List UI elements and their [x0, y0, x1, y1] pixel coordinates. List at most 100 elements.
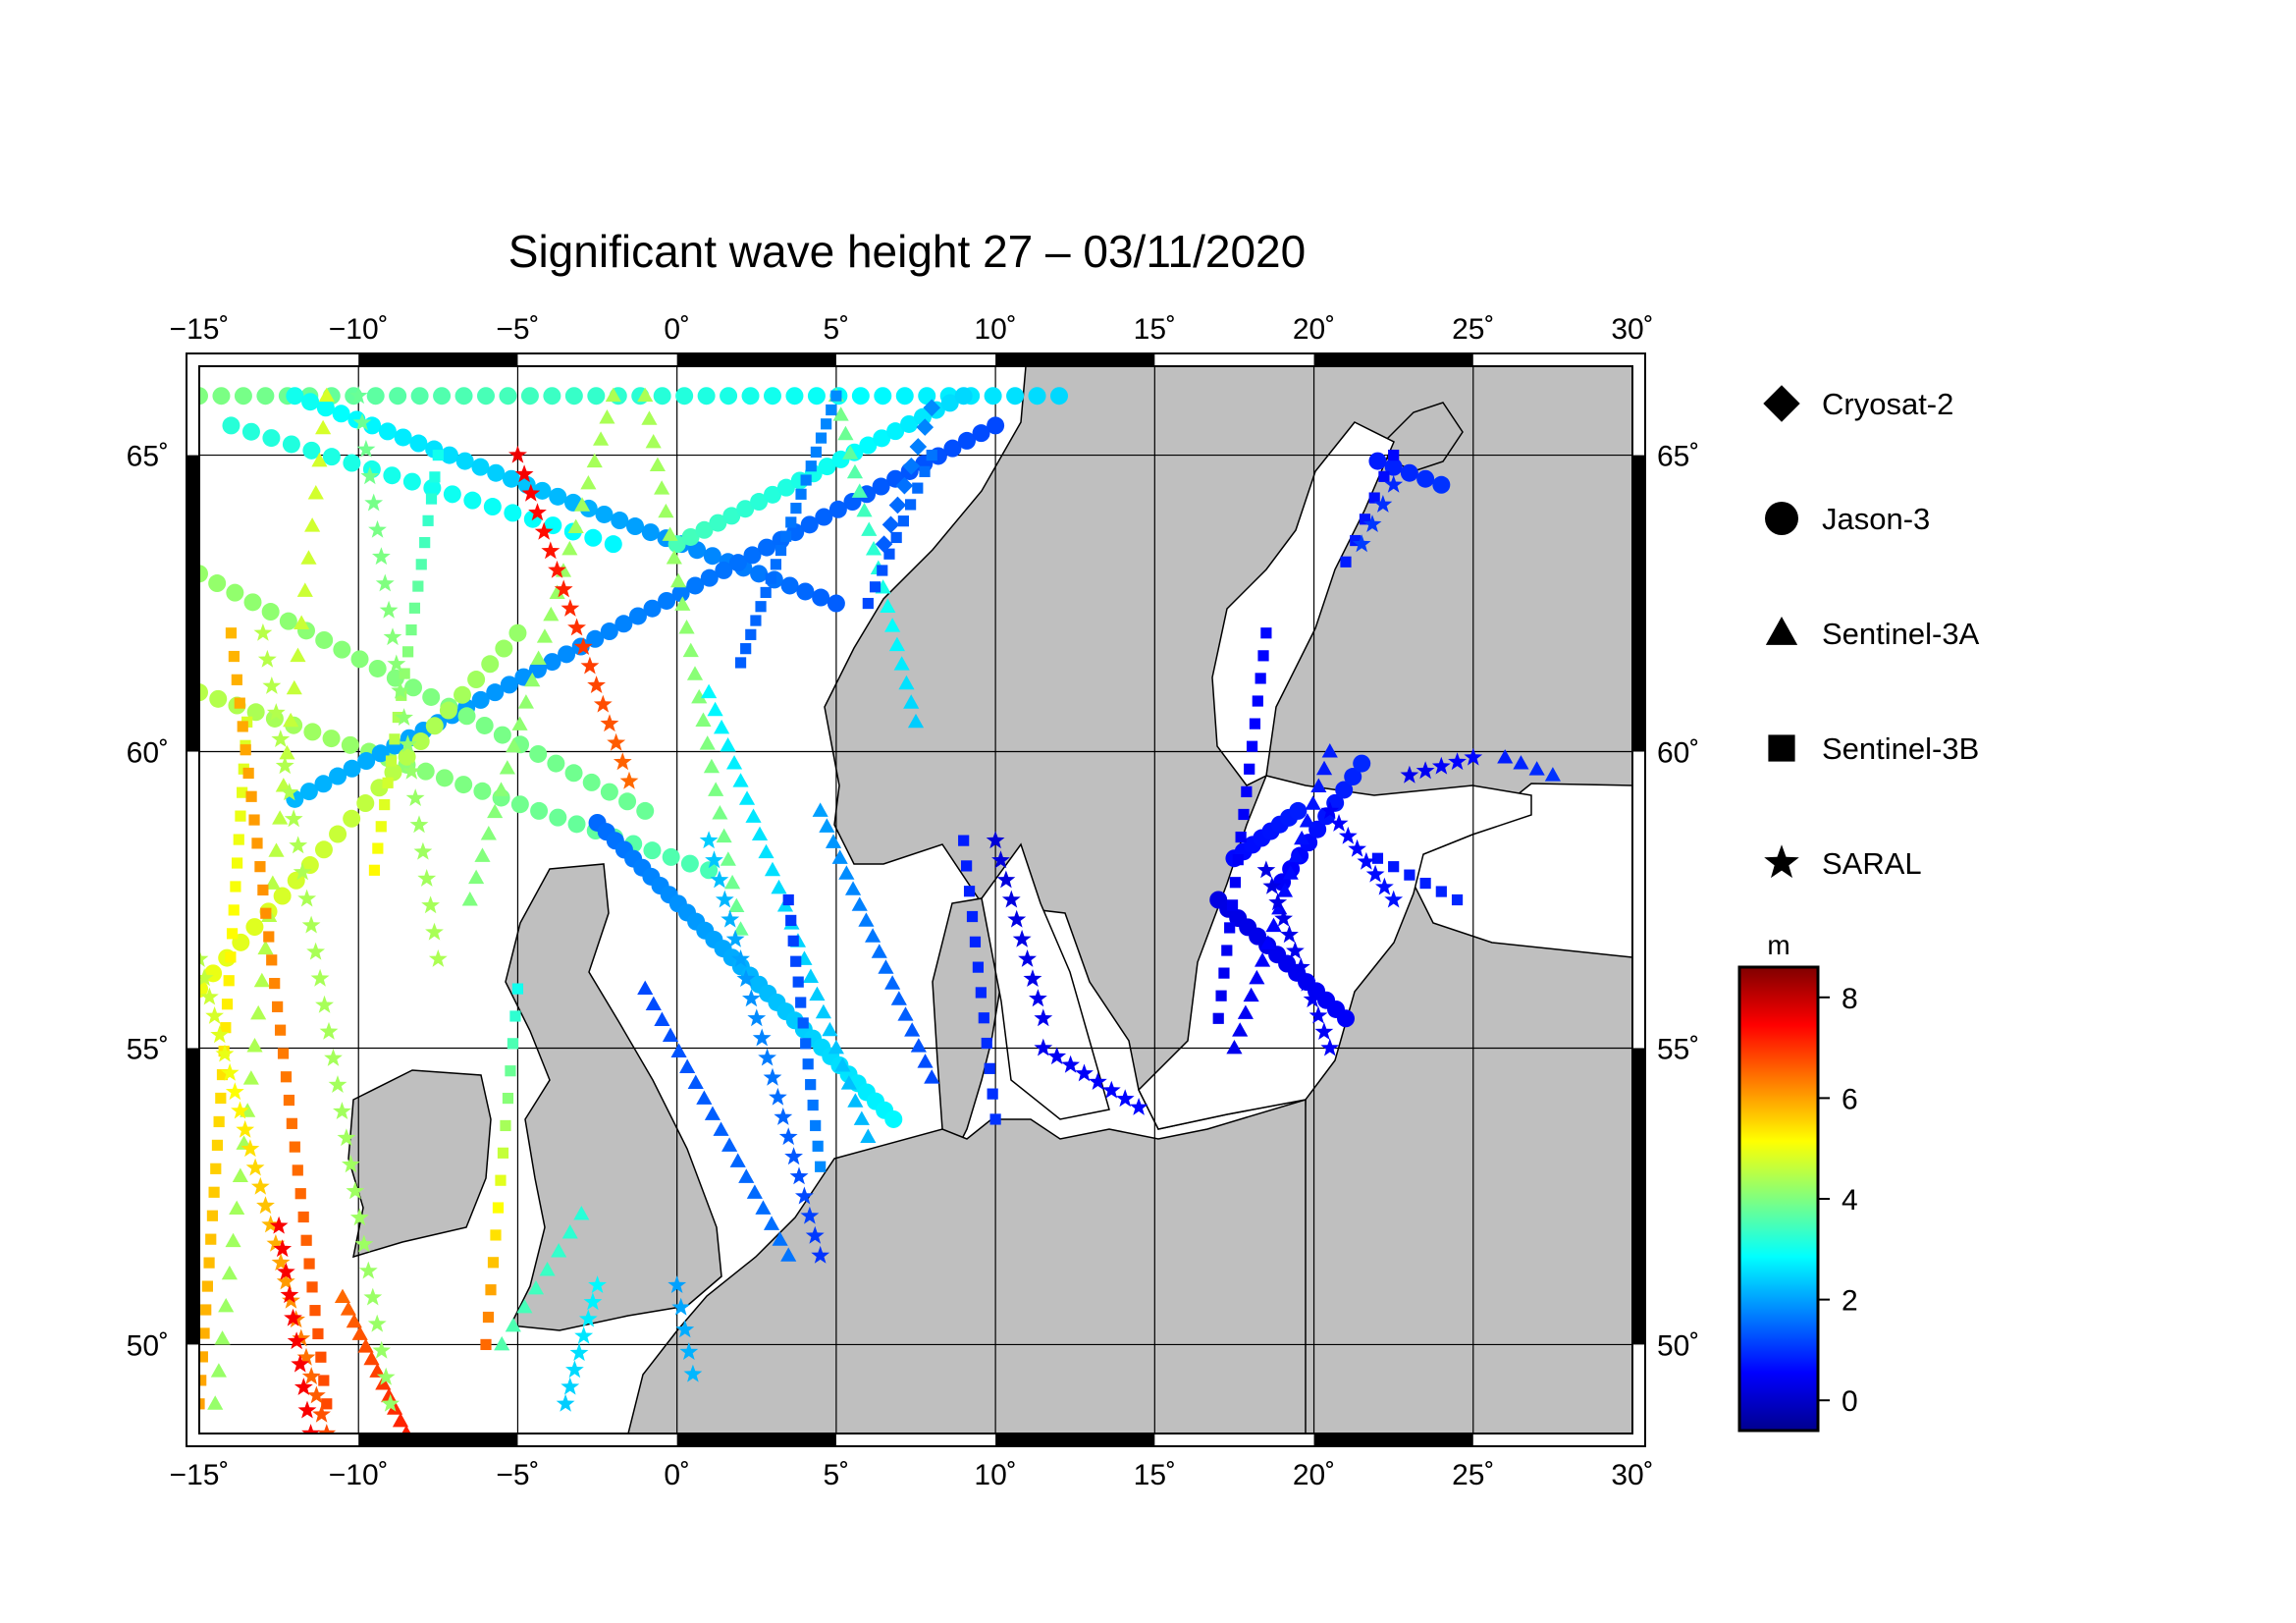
- saral-point: [1256, 860, 1276, 879]
- sentinel-3b-point: [283, 1094, 295, 1107]
- sentinel-3a-point: [539, 1261, 556, 1276]
- sentinel-3a-point: [210, 1363, 227, 1378]
- lon-label-top: −5˚: [496, 313, 539, 346]
- lat-label-left: 55˚: [127, 1033, 169, 1065]
- jason-3-point: [884, 1109, 903, 1128]
- sentinel-3b-point: [1218, 967, 1230, 979]
- sentinel-3b-point: [790, 503, 802, 514]
- sentinel-3b-point: [500, 1119, 511, 1132]
- sentinel-3b-point: [199, 1375, 207, 1386]
- sentinel-3b-point: [966, 910, 979, 923]
- sentinel-3a-point: [593, 431, 610, 446]
- saral-point: [348, 386, 368, 405]
- jason-3-point: [493, 726, 511, 744]
- sentinel-3a-point: [865, 928, 881, 943]
- sentinel-3b-point: [490, 1229, 502, 1241]
- saral-point: [528, 503, 547, 521]
- sentinel-3b-point: [912, 482, 924, 494]
- sentinel-3b-point: [1246, 740, 1258, 752]
- sentinel-3b-point: [225, 627, 238, 639]
- sentinel-3a-point: [815, 1003, 831, 1019]
- saral-point: [337, 1128, 356, 1147]
- sentinel-3a-point: [645, 433, 662, 449]
- saral-point: [199, 968, 214, 987]
- sentinel-3b-point: [1221, 945, 1233, 956]
- saral-point: [800, 1206, 820, 1224]
- saral-point: [333, 1102, 351, 1119]
- saral-point: [1400, 765, 1419, 784]
- sentinel-3b-point: [511, 983, 524, 995]
- saral-point: [346, 1181, 365, 1200]
- saral-point: [294, 1378, 313, 1395]
- jason-3-point: [487, 463, 506, 482]
- sentinel-3a-point: [847, 1093, 864, 1108]
- sentinel-3b-point: [206, 1210, 219, 1221]
- sentinel-3b-point: [1419, 877, 1431, 890]
- saral-point: [319, 1021, 339, 1040]
- saral-point: [805, 1225, 825, 1244]
- cryosat-2-point: [909, 438, 928, 456]
- jason-3-point: [815, 508, 833, 526]
- saral-point: [271, 1253, 291, 1271]
- saral-point: [284, 809, 303, 828]
- sentinel-3a-point: [272, 810, 289, 825]
- jason-3-point: [943, 439, 962, 458]
- sentinel-3a-point: [658, 503, 674, 518]
- sentinel-3a-point: [809, 986, 826, 1001]
- sentinel-3a-point: [678, 619, 695, 634]
- sentinel-3a-point: [286, 679, 302, 695]
- saral-point: [1029, 989, 1047, 1007]
- jason-3-point: [262, 429, 281, 448]
- jason-3-point: [504, 504, 522, 522]
- sentinel-3a-point: [369, 1363, 386, 1378]
- sentinel-3b-point: [425, 493, 438, 505]
- sentinel-3b-point: [223, 975, 235, 987]
- lat-label-right: 50˚: [1657, 1329, 1699, 1362]
- saral-point: [391, 680, 410, 699]
- sentinel-3a-point: [1288, 847, 1305, 863]
- sentinel-3a-point: [837, 425, 854, 441]
- jason-3-point: [780, 576, 799, 595]
- saral-point: [324, 1049, 343, 1066]
- sentinel-3a-point: [888, 636, 905, 652]
- saral-point: [413, 841, 433, 860]
- jason-3-point: [728, 554, 747, 572]
- jason-3-point: [463, 491, 482, 510]
- sentinel-3b-point: [300, 1234, 312, 1246]
- cryosat-2-point: [923, 399, 941, 417]
- sentinel-3b-point: [755, 601, 767, 613]
- sentinel-3a-point: [1232, 1022, 1249, 1037]
- jason-3-point: [529, 744, 548, 763]
- sentinel-3a-point: [713, 1121, 729, 1136]
- jason-3-point: [212, 387, 231, 406]
- jason-3-point: [286, 387, 304, 406]
- jason-3-point: [697, 387, 716, 406]
- saral-point: [1012, 929, 1032, 947]
- sentinel-3b-point: [782, 893, 794, 906]
- sentinel-3a-point: [294, 615, 310, 629]
- frame-segment-bottom: [1313, 1434, 1473, 1446]
- jason-3-point: [776, 478, 795, 497]
- sentinel-3a-point: [728, 897, 745, 913]
- lon-label-top: 0˚: [664, 313, 690, 346]
- saral-point: [266, 703, 286, 721]
- sentinel-3a-point: [283, 712, 299, 728]
- sentinel-3a-point: [763, 1216, 780, 1230]
- sentinel-3b-point: [303, 1258, 315, 1270]
- sentinel-3a-point: [712, 805, 728, 820]
- sentinel-3b-point: [200, 1304, 212, 1316]
- sentinel-3a-point: [699, 735, 716, 750]
- legend-label: SARAL: [1822, 846, 1922, 881]
- sentinel-3b-point: [392, 711, 403, 724]
- sentinel-3a-point: [561, 540, 578, 556]
- sentinel-3b-point: [231, 674, 242, 685]
- jason-3-point: [886, 422, 905, 441]
- sentinel-3b-point: [235, 810, 246, 822]
- sentinel-3a-point: [340, 1301, 356, 1316]
- legend-label: Sentinel-3A: [1822, 617, 1980, 651]
- jason-3-point: [940, 394, 959, 412]
- saral-point: [399, 734, 417, 753]
- saral-point: [514, 464, 534, 483]
- saral-point: [1348, 839, 1366, 857]
- sentinel-3b-point: [211, 1139, 224, 1151]
